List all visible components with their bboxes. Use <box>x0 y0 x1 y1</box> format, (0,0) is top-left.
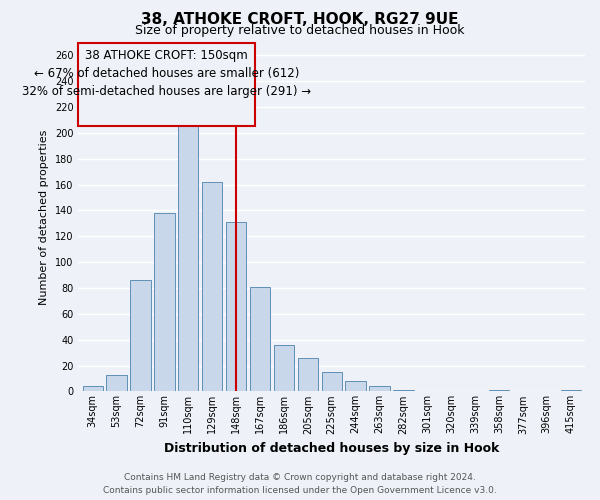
FancyBboxPatch shape <box>79 42 255 126</box>
Y-axis label: Number of detached properties: Number of detached properties <box>40 130 49 304</box>
Text: 38, ATHOKE CROFT, HOOK, RG27 9UE: 38, ATHOKE CROFT, HOOK, RG27 9UE <box>141 12 459 28</box>
X-axis label: Distribution of detached houses by size in Hook: Distribution of detached houses by size … <box>164 442 499 455</box>
Bar <box>370 386 389 392</box>
Bar <box>298 358 318 392</box>
Bar <box>83 386 103 392</box>
Bar <box>274 345 294 392</box>
Bar <box>106 374 127 392</box>
Bar <box>130 280 151 392</box>
Text: Size of property relative to detached houses in Hook: Size of property relative to detached ho… <box>135 24 465 37</box>
Bar <box>250 286 270 392</box>
Bar <box>202 182 223 392</box>
Bar <box>178 122 199 392</box>
Text: Contains HM Land Registry data © Crown copyright and database right 2024.
Contai: Contains HM Land Registry data © Crown c… <box>103 474 497 495</box>
Bar <box>560 390 581 392</box>
Text: 38 ATHOKE CROFT: 150sqm
← 67% of detached houses are smaller (612)
32% of semi-d: 38 ATHOKE CROFT: 150sqm ← 67% of detache… <box>22 50 311 98</box>
Bar <box>489 390 509 392</box>
Bar <box>346 381 366 392</box>
Bar <box>154 213 175 392</box>
Bar <box>322 372 342 392</box>
Bar <box>393 390 413 392</box>
Bar <box>226 222 246 392</box>
